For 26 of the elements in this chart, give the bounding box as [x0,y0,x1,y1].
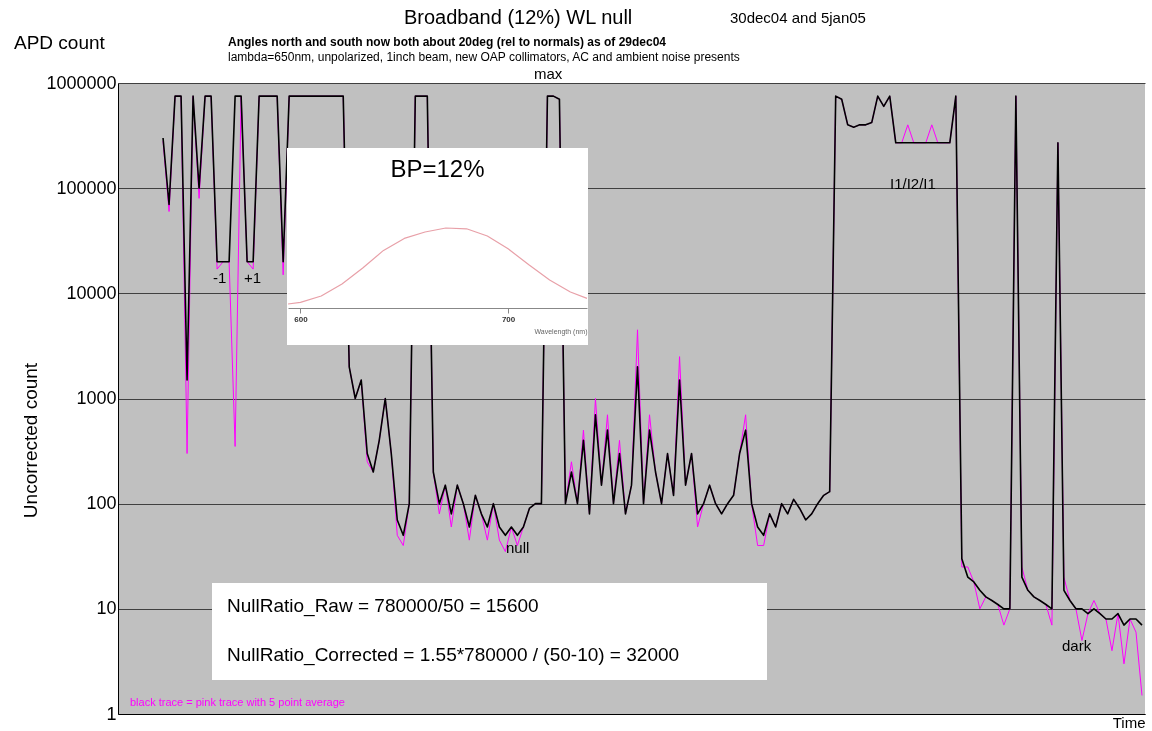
y-tick-label: 100 [86,493,117,514]
annotation: NullRatio_Corrected = 1.55*780000 / (50-10) = 32000 [227,644,680,666]
annotation: black trace = pink trace with 5 point average [130,696,345,709]
y-tick-label: 10 [96,598,117,619]
x-tick-label: 700 [501,314,516,324]
x-tick-label: 600 [294,314,309,324]
y-tick-label: 1000000 [46,72,117,93]
y-tick-label: 100000 [56,177,117,198]
annotation: null [506,539,530,557]
annotation: I1/I2/I1 [890,175,936,193]
y-tick-label: 1000 [76,388,117,408]
text: 30dec04 and 5jan05 [730,9,866,27]
chart-subtitle: Angles north and south now both about 20deg (rel to normals) as of 29dec04 [228,35,667,50]
x-axis-title: Time [1112,713,1146,731]
annotation: dark [1062,637,1092,655]
annotation: +1 [244,269,262,287]
chart-title: Broadband (12%) WL null [404,6,633,28]
y-tick-label: 1 [106,703,117,724]
y-tick-label: 10000 [66,282,117,303]
text: lambda=650nm, unpolarized, 1inch beam, new OAP collimators, AC and ambient noise presents [228,50,740,65]
y-axis-title: Uncorrected count [19,362,41,519]
text: APD count [14,32,105,54]
annotation: -1 [213,269,227,287]
chart-title: BP=12% [390,155,485,182]
text: max [534,65,563,83]
annotation: NullRatio_Raw = 780000/50 = 15600 [227,595,539,617]
